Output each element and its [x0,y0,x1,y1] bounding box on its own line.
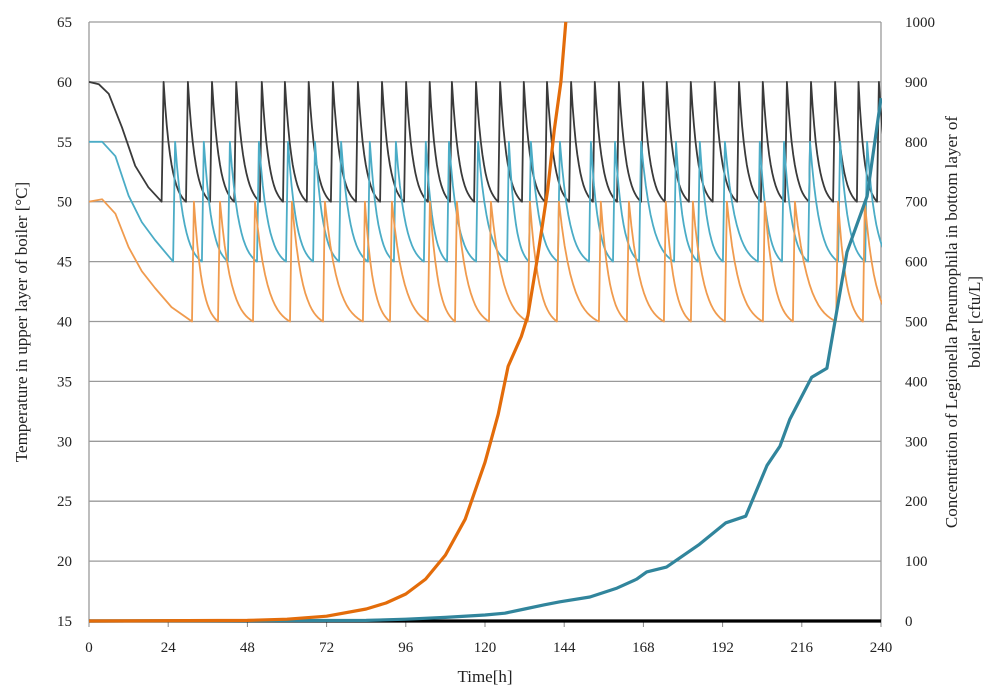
y-axis-right-label-line1: Concentration of Legionella Pneumophila … [942,116,961,528]
y-axis-left-label: Temperature in upper layer of boiler [°C… [12,182,31,462]
y-left-tick-label: 60 [57,75,72,91]
x-tick-label: 48 [240,640,255,656]
concentration-lines [89,21,882,623]
temperature-series-1 [89,81,882,203]
concentration-series-legionella-at-55-45-c [89,97,882,623]
y-right-tick-label: 800 [905,135,928,151]
x-tick-label: 72 [319,640,334,656]
y-right-tick-label: 200 [905,494,928,510]
x-tick-label: 192 [711,640,734,656]
y-right-tick-label: 300 [905,434,928,450]
y-right-tick-label: 400 [905,374,928,390]
concentration-series-legionella-at-50-40-c [89,21,568,623]
y-right-tick-label: 500 [905,315,928,331]
x-tick-label: 216 [791,640,814,656]
x-tick-label: 96 [398,640,414,656]
y-left-tick-label: 65 [57,15,72,31]
y-left-tick-label: 35 [57,374,72,390]
y-right-tick-label: 1000 [905,15,935,31]
y-left-tick-label: 50 [57,195,72,211]
x-tick-label: 168 [632,640,655,656]
y-right-tick-label: 0 [905,614,913,630]
y-left-tick-label: 20 [57,554,72,570]
gridlines [89,21,881,562]
y-right-tick-label: 700 [905,195,928,211]
y-left-tick-label: 30 [57,434,72,450]
y-left-tick-label: 15 [57,614,72,630]
temperature-series-3 [89,198,882,323]
x-tick-label: 144 [553,640,576,656]
y-left-tick-label: 55 [57,135,72,151]
x-tick-label: 24 [161,640,177,656]
tick-labels: 15 20 25 30 35 40 45 50 55 60 65 0 100 200 300 400 500 60… [57,15,935,656]
x-tick-label: 240 [870,640,893,656]
x-tick-label: 0 [85,640,93,656]
y-left-tick-label: 40 [57,315,72,331]
y-right-tick-label: 100 [905,554,928,570]
y-right-tick-label: 900 [905,75,928,91]
x-axis-label: Time[h] [457,667,512,686]
x-tick-label: 120 [474,640,497,656]
y-left-tick-label: 25 [57,494,72,510]
temperature-series-2 [89,140,882,263]
y-right-tick-label: 600 [905,255,928,271]
y-left-tick-label: 45 [57,255,72,271]
y-axis-right-label-line2: boiler [cfu/L] [965,276,984,368]
